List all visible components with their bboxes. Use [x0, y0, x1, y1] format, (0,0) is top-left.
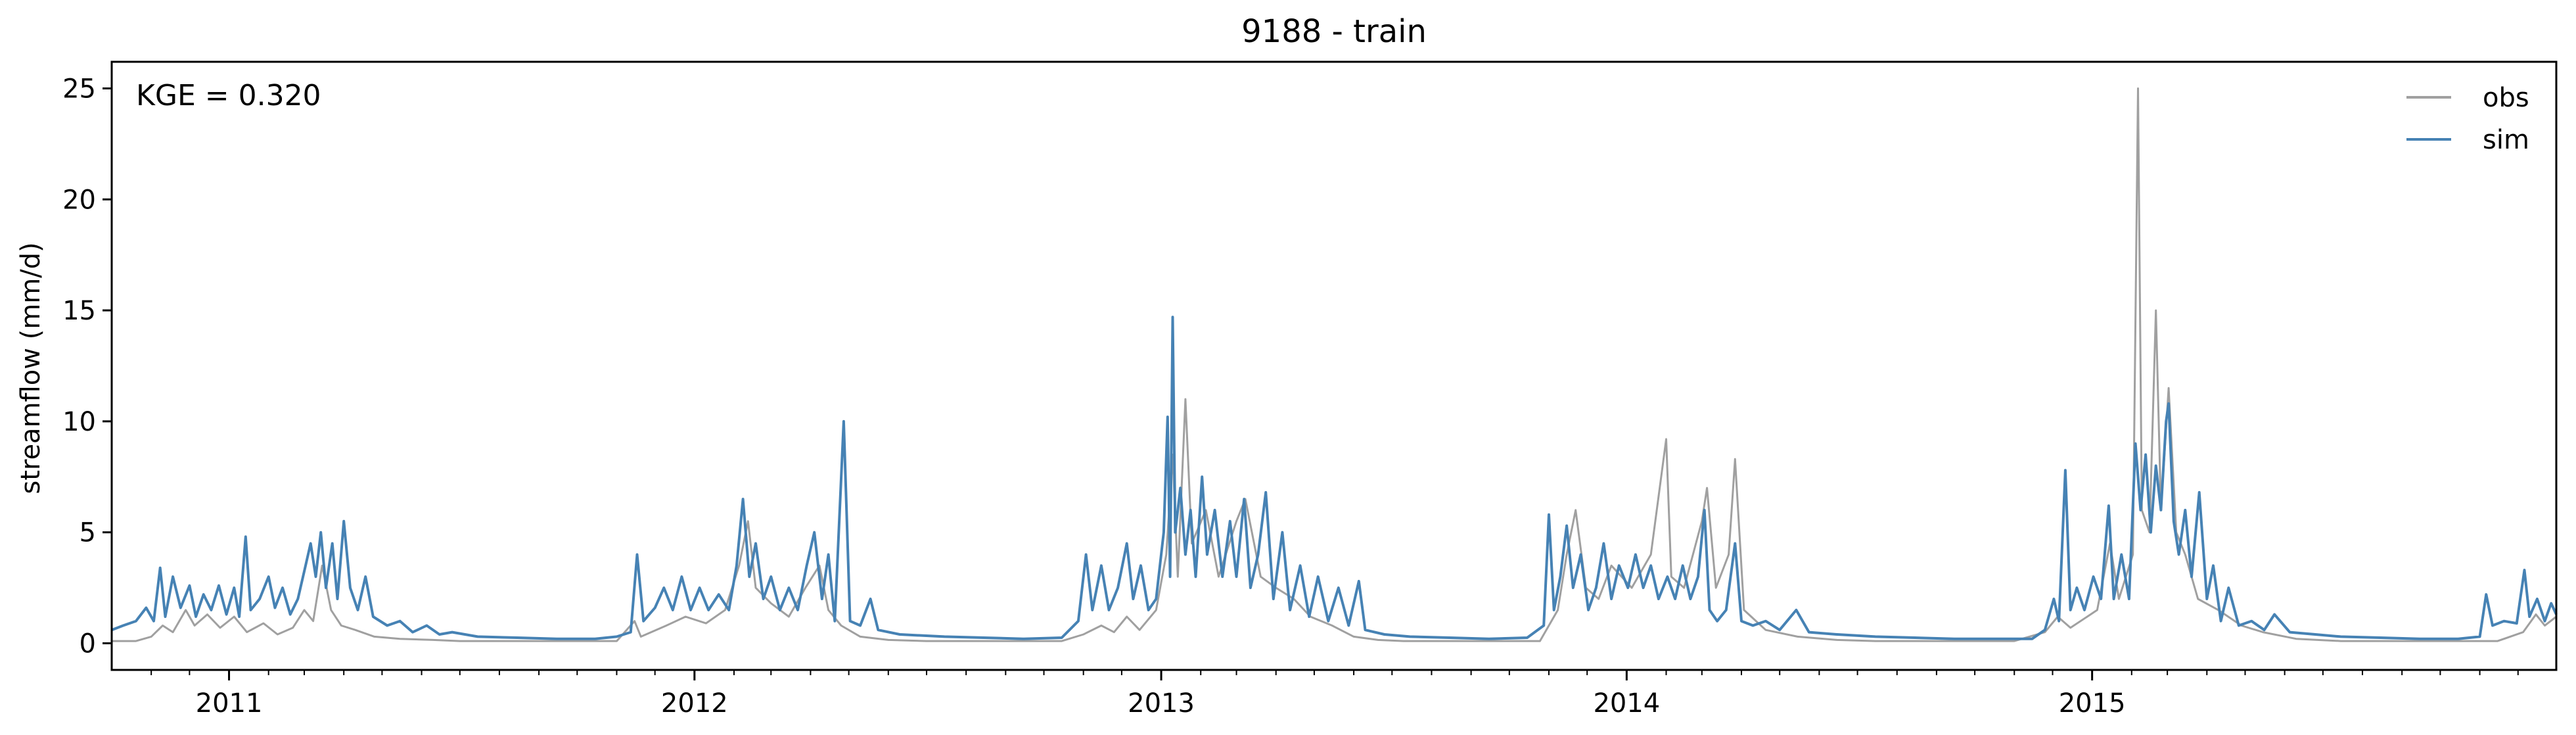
legend-label-obs: obs [2483, 83, 2529, 113]
y-tick-label: 20 [62, 185, 96, 215]
legend-label-sim: sim [2483, 125, 2529, 155]
series-layer [111, 87, 2558, 642]
x-tick-label: 2015 [2059, 688, 2126, 719]
y-tick-label: 25 [62, 74, 96, 105]
series-line-sim [111, 316, 2558, 640]
y-tick-label: 15 [62, 296, 96, 326]
x-axis: 2011 2012 2013 2014 2015 [150, 670, 2519, 719]
y-axis: 0 5 10 15 20 25 [62, 74, 112, 659]
chart-title: 9188 - train [1241, 13, 1427, 50]
y-tick-label: 10 [62, 407, 96, 437]
x-tick-label: 2013 [1128, 688, 1195, 719]
kge-annotation: KGE = 0.320 [136, 79, 321, 112]
x-tick-label: 2011 [196, 688, 263, 719]
y-tick-label: 0 [80, 628, 96, 659]
y-axis-label: streamflow (mm/d) [16, 242, 46, 494]
y-tick-label: 5 [80, 518, 96, 548]
legend: obs sim [2406, 83, 2529, 155]
x-tick-label: 2012 [661, 688, 728, 719]
x-tick-label: 2014 [1593, 688, 1660, 719]
plot-frame [110, 60, 2558, 671]
